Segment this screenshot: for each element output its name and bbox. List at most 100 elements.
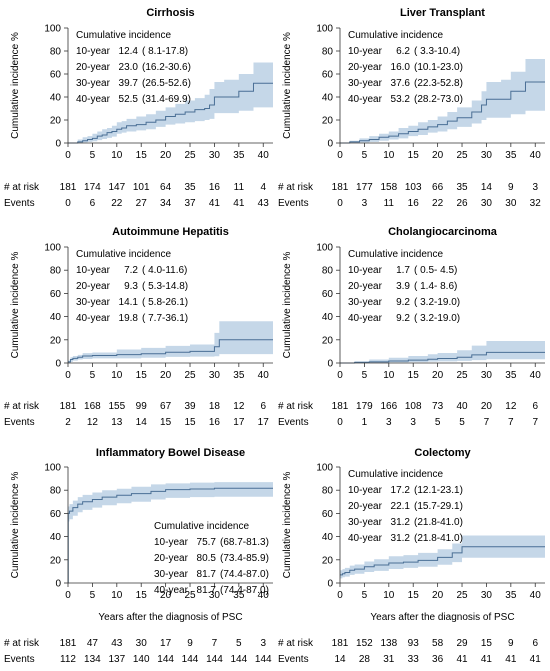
- events-value: 14: [334, 654, 346, 665]
- y-tick-label: 20: [50, 116, 62, 127]
- incidence-value: 52.5: [119, 94, 139, 105]
- at-risk-row-label: # at risk: [278, 182, 314, 193]
- events-value: 5: [459, 417, 465, 428]
- events-value: 28: [359, 654, 371, 665]
- at-risk-row-label: # at risk: [4, 638, 40, 649]
- at-risk-row-label: # at risk: [4, 182, 40, 193]
- confidence-band: [68, 321, 273, 363]
- incidence-value: 81.7: [197, 585, 217, 596]
- incidence-ci: (15.7-29.1): [414, 501, 463, 512]
- incidence-ci: ( 7.7-36.1): [142, 313, 188, 324]
- incidence-ci: ( 0.5- 4.5): [414, 265, 457, 276]
- at-risk-value: 17: [160, 638, 172, 649]
- events-value: 144: [157, 654, 174, 665]
- x-tick-label: 15: [408, 370, 420, 381]
- y-tick-label: 20: [322, 335, 334, 346]
- incidence-value: 9.3: [124, 281, 138, 292]
- events-value: 7: [484, 417, 490, 428]
- at-risk-value: 20: [481, 401, 493, 412]
- x-tick-label: 15: [408, 150, 420, 161]
- at-risk-row-label: # at risk: [4, 401, 40, 412]
- x-tick-label: 0: [65, 150, 71, 161]
- events-value: 134: [84, 654, 101, 665]
- events-value: 14: [136, 417, 148, 428]
- x-tick-label: 15: [408, 590, 420, 601]
- incidence-label: 20-year: [348, 501, 383, 512]
- events-value: 41: [530, 654, 542, 665]
- x-tick-label: 35: [505, 370, 517, 381]
- at-risk-value: 181: [332, 401, 349, 412]
- y-tick-label: 60: [50, 289, 62, 300]
- at-risk-value: 39: [184, 401, 196, 412]
- y-tick-label: 80: [50, 266, 62, 277]
- at-risk-value: 168: [84, 401, 101, 412]
- x-tick-label: 40: [258, 370, 270, 381]
- events-value: 1: [362, 417, 368, 428]
- incidence-label: 20-year: [76, 281, 111, 292]
- at-risk-value: 9: [508, 638, 514, 649]
- events-value: 7: [532, 417, 538, 428]
- incidence-label: 40-year: [348, 94, 383, 105]
- incidence-value: 31.2: [391, 533, 411, 544]
- x-tick-label: 20: [160, 370, 172, 381]
- events-value: 0: [337, 198, 343, 209]
- at-risk-value: 181: [60, 638, 77, 649]
- x-tick-label: 25: [456, 150, 468, 161]
- y-tick-label: 20: [50, 555, 62, 566]
- x-tick-label: 40: [258, 590, 270, 601]
- confidence-band: [340, 59, 545, 143]
- x-tick-label: 40: [530, 370, 542, 381]
- incidence-curve: [68, 82, 273, 144]
- incidence-curve: [340, 351, 545, 364]
- at-risk-value: 181: [332, 638, 349, 649]
- events-value: 30: [505, 198, 517, 209]
- at-risk-value: 147: [108, 182, 125, 193]
- incidence-header: Cumulative incidence: [76, 30, 171, 41]
- y-tick-label: 100: [44, 24, 61, 35]
- events-value: 11: [384, 198, 395, 209]
- y-tick-label: 80: [322, 266, 334, 277]
- y-tick-label: 60: [322, 70, 334, 81]
- y-tick-label: 40: [322, 532, 334, 543]
- incidence-label: 10-year: [348, 485, 383, 496]
- y-tick-label: 20: [322, 116, 334, 127]
- events-value: 32: [530, 198, 542, 209]
- incidence-label: 20-year: [76, 62, 111, 73]
- incidence-ci: (31.4-69.9): [142, 94, 191, 105]
- y-tick-label: 20: [322, 555, 334, 566]
- x-tick-label: 5: [362, 370, 368, 381]
- at-risk-value: 43: [111, 638, 123, 649]
- incidence-value: 22.1: [391, 501, 411, 512]
- incidence-value: 75.7: [197, 537, 217, 548]
- incidence-value: 7.2: [124, 265, 138, 276]
- panel-title: Cholangiocarcinoma: [388, 226, 498, 238]
- x-tick-label: 35: [233, 150, 245, 161]
- y-tick-label: 20: [50, 335, 62, 346]
- x-tick-label: 10: [111, 370, 123, 381]
- incidence-value: 17.2: [391, 485, 411, 496]
- confidence-band: [68, 482, 273, 583]
- at-risk-value: 155: [108, 401, 125, 412]
- incidence-label: 20-year: [154, 553, 189, 564]
- x-tick-label: 25: [456, 590, 468, 601]
- at-risk-value: 67: [160, 401, 172, 412]
- x-tick-label: 5: [90, 590, 96, 601]
- events-value: 33: [408, 654, 420, 665]
- events-value: 41: [209, 198, 221, 209]
- x-tick-label: 20: [160, 150, 172, 161]
- y-tick-label: 40: [322, 93, 334, 104]
- panel-4: Cholangiocarcinoma Cumulative incidence %…: [278, 226, 545, 428]
- at-risk-value: 152: [356, 638, 373, 649]
- incidence-value: 14.1: [119, 297, 139, 308]
- incidence-value: 31.2: [391, 517, 411, 528]
- y-tick-label: 60: [322, 289, 334, 300]
- events-value: 27: [136, 198, 148, 209]
- x-tick-label: 40: [530, 150, 542, 161]
- x-tick-label: 20: [432, 150, 444, 161]
- x-tick-label: 40: [530, 590, 542, 601]
- at-risk-value: 40: [456, 401, 468, 412]
- y-tick-label: 0: [55, 579, 61, 590]
- y-axis-label: Cumulative incidence %: [282, 32, 293, 139]
- incidence-table: Cumulative incidence 10-year 6.2 ( 3.3-10.4…: [348, 30, 463, 105]
